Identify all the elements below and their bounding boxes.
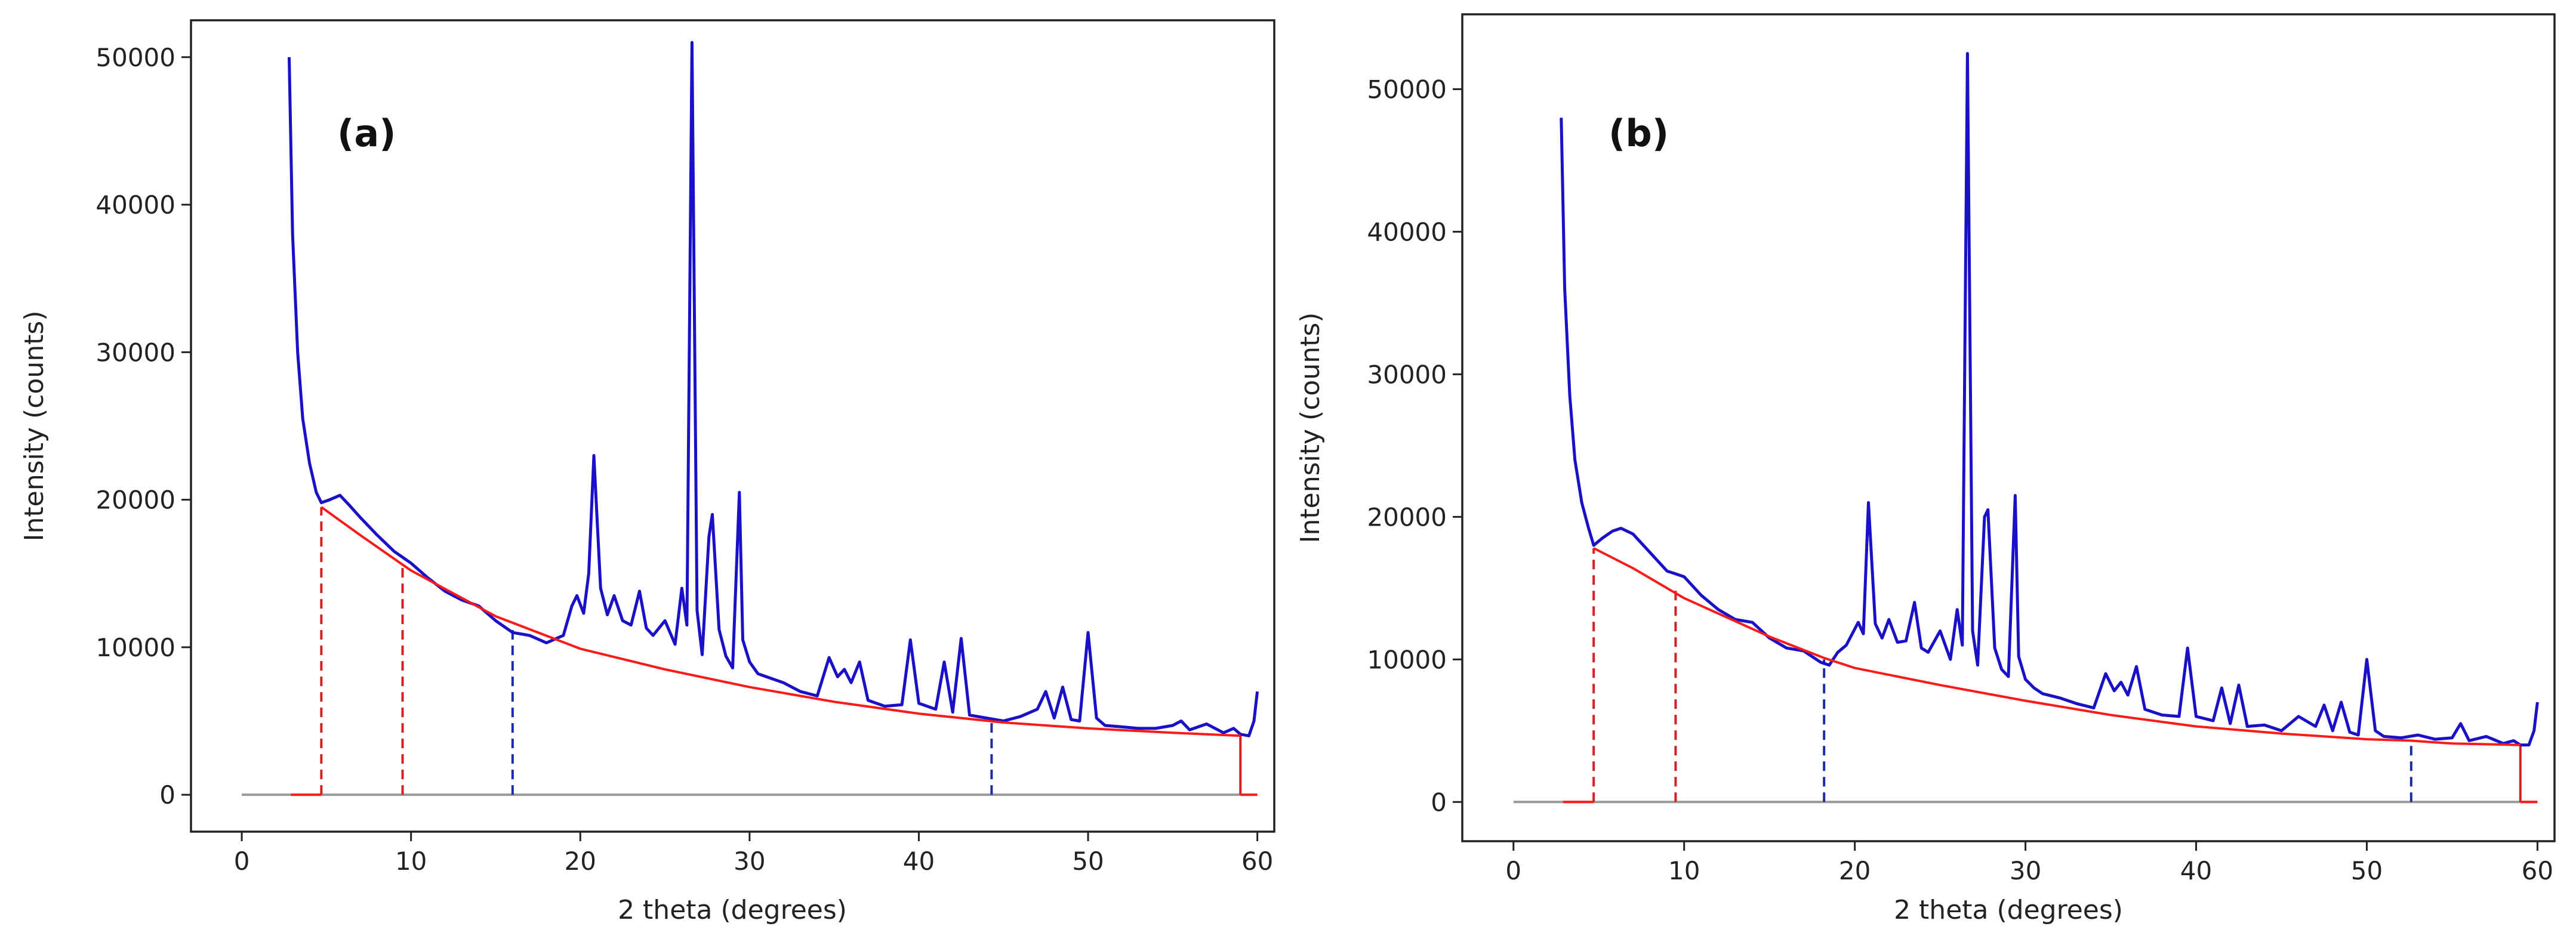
- panel-a-x-tick-label: 40: [903, 847, 935, 876]
- panel-a-x-tick-label: 10: [395, 847, 427, 876]
- panel-a-x-tick-label: 30: [734, 847, 765, 876]
- panel-a-y-tick-label: 30000: [95, 338, 175, 367]
- panel-b-y-tick-label: 20000: [1367, 502, 1447, 532]
- panel-b-y-tick-label: 30000: [1367, 360, 1447, 389]
- panel-a-x-axis-label: 2 theta (degrees): [618, 895, 847, 925]
- panel-b-x-tick-label: 10: [1668, 856, 1700, 885]
- panel-a-y-axis-label: Intensity (counts): [19, 311, 50, 542]
- panel-b-y-tick-label: 10000: [1367, 645, 1447, 674]
- panel-a-y-tick-label: 40000: [95, 190, 175, 220]
- panel-b-x-tick-label: 40: [2180, 856, 2212, 885]
- panel-a: 0 10 20 30 40 50 6001000020000300004000050000 …: [19, 19, 1275, 925]
- panel-b-x-tick-label: 50: [2351, 856, 2383, 885]
- panel-b-y-tick-label: 0: [1431, 788, 1447, 817]
- panel-b-ticks: 0 10 20 30 40 50 60 0 10000 20000 30000 40000 50000: [1367, 75, 2553, 885]
- panel-b-series-background-fit: [1593, 547, 2520, 746]
- panel-b-frame: [1461, 13, 2556, 842]
- panel-a-x-tick-label: 60: [1241, 847, 1273, 876]
- panel-b-x-tick-label: 0: [1505, 856, 1521, 885]
- panel-b-y-axis-label: Intensity (counts): [1295, 313, 1326, 543]
- panel-a-x-tick-label: 50: [1072, 847, 1104, 876]
- panel-a-series-xrd-pattern: [288, 41, 1259, 737]
- panel-b-x-axis-label: 2 theta (degrees): [1894, 895, 2123, 925]
- panel-a-ticks: 0 10 20 30 40 50 60 0 10000 20000 30000 40000 50000: [95, 43, 1273, 876]
- panel-b-series-xrd-pattern: [1560, 52, 2539, 747]
- panel-a-frame: [190, 19, 1275, 833]
- panel-a-y-tick-label: 0: [159, 780, 175, 810]
- panel-b-x-tick-label: 60: [2522, 856, 2553, 885]
- panel-a-plot-area: [242, 41, 1259, 796]
- panel-b-plot-area: [1513, 52, 2539, 804]
- panel-b-x-tick-label: 30: [2010, 856, 2041, 885]
- panel-b-label: (b): [1609, 112, 1669, 155]
- panel-b: 0 10 20 30 40 50 6001000020000300004000050000 …: [1295, 13, 2556, 925]
- panel-a-y-tick-label: 50000: [95, 43, 175, 72]
- panel-a-x-tick-label: 20: [565, 847, 596, 876]
- panel-a-y-tick-label: 20000: [95, 486, 175, 515]
- panel-a-x-tick-label: 0: [234, 847, 250, 876]
- panel-b-y-tick-label: 40000: [1367, 217, 1447, 246]
- panel-a-y-tick-label: 10000: [95, 633, 175, 662]
- panel-a-series-background-fit: [321, 506, 1241, 737]
- panel-a-label: (a): [337, 112, 396, 155]
- panel-b-y-tick-label: 50000: [1367, 75, 1447, 104]
- panel-b-x-tick-label: 20: [1839, 856, 1871, 885]
